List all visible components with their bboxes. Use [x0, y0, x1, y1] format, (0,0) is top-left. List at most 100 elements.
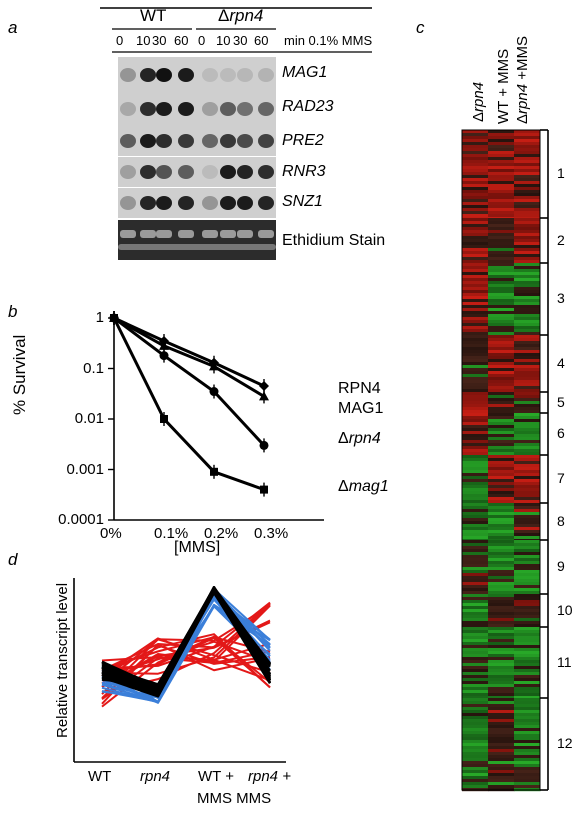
heatmap-cell [514, 175, 541, 179]
heatmap-cell [488, 431, 515, 435]
heatmap-cell [514, 308, 541, 312]
cluster-label: 9 [557, 558, 565, 574]
heatmap-cell [488, 184, 515, 188]
heatmap-cell [488, 494, 515, 498]
heatmap-cell [462, 633, 489, 637]
heatmap-cell [462, 359, 489, 363]
blot-strip [118, 157, 276, 187]
heatmap-cell [462, 317, 489, 321]
heatmap-cell [514, 573, 541, 577]
heatmap-cell [462, 416, 489, 420]
heatmap-cell [514, 716, 541, 720]
data-point [260, 485, 268, 494]
heatmap-cell [462, 284, 489, 288]
cluster-label: 2 [557, 231, 565, 248]
heatmap-cell [462, 773, 489, 777]
heatmap-cell [488, 437, 515, 441]
heatmap-cell [462, 148, 489, 152]
heatmap-cell [514, 208, 541, 212]
profile-x-tick-rpn4-mms: rpn4 + [248, 768, 291, 785]
heatmap-cell [462, 497, 489, 501]
heatmap-cell [462, 257, 489, 261]
blot-band [178, 196, 194, 210]
heatmap-cell [488, 401, 515, 405]
blot-band [156, 134, 172, 148]
heatmap-cell [514, 410, 541, 414]
heatmap-cell [514, 755, 541, 759]
heatmap-cell [514, 494, 541, 498]
heatmap-cell [488, 770, 515, 774]
heatmap-cell [462, 326, 489, 330]
rrna-band [118, 244, 276, 250]
gene-label-mag1: MAG1 [282, 64, 328, 81]
heatmap-cell [462, 651, 489, 655]
heatmap-cell [514, 482, 541, 486]
heatmap-cell [488, 278, 515, 282]
heatmap-cell [488, 690, 515, 694]
heatmap-cell [462, 449, 489, 453]
heatmap-cell [462, 208, 489, 212]
heatmap-cell [514, 320, 541, 324]
heatmap-cell [488, 579, 515, 583]
heatmap-cell [488, 728, 515, 732]
heatmap-cell [462, 175, 489, 179]
heatmap-cell [514, 461, 541, 465]
blot-band [202, 196, 218, 210]
data-point [209, 387, 219, 397]
heatmap-cell [514, 500, 541, 504]
heatmap-cell [462, 353, 489, 357]
heatmap-cell [514, 579, 541, 583]
lane-label: 30 [233, 33, 248, 48]
heatmap-cell [514, 365, 541, 369]
profile-line [101, 603, 271, 703]
heatmap-cell [488, 464, 515, 468]
heatmap-cell [488, 743, 515, 747]
heatmap-cell [488, 154, 515, 158]
heatmap-cell [462, 281, 489, 285]
heatmap-cell [514, 543, 541, 547]
heatmap-cell [514, 251, 541, 255]
heatmap-cell [514, 698, 541, 702]
survival-series-line [113, 316, 265, 398]
heatmap-cell [514, 549, 541, 553]
heatmap-cell [462, 278, 489, 282]
y-tick-label: 0.0001 [58, 511, 104, 528]
x-tick-label: 0% [100, 525, 122, 542]
heatmap-cell [514, 344, 541, 348]
heatmap-cell [488, 536, 515, 540]
gene-label-pre2: PRE2 [282, 132, 324, 149]
heatmap-cell [514, 570, 541, 574]
heatmap-cell [514, 407, 541, 411]
heatmap-cell [514, 187, 541, 191]
heatmap-cell [514, 564, 541, 568]
heatmap-cell [462, 536, 489, 540]
heatmap-cell [488, 564, 515, 568]
blot-band [258, 68, 274, 82]
heatmap-cell [514, 555, 541, 559]
blot-band [178, 230, 194, 238]
heatmap-cell [514, 491, 541, 495]
heatmap-cell [462, 546, 489, 550]
heatmap-cell [462, 752, 489, 756]
heatmap-cell [488, 422, 515, 426]
heatmap-cell [488, 305, 515, 309]
heatmap-cell [462, 731, 489, 735]
heatmap-cell [462, 618, 489, 622]
heatmap-cell [514, 624, 541, 628]
heatmap-cell [514, 332, 541, 336]
heatmap-cell [462, 335, 489, 339]
y-tick-label: 0.1 [83, 359, 104, 377]
heatmap-cell [488, 386, 515, 390]
heatmap-cell [514, 488, 541, 492]
heatmap-cell [514, 440, 541, 444]
blot-band [220, 134, 236, 148]
heatmap-cell [462, 287, 489, 291]
blot-band [120, 196, 136, 210]
heatmap-cell [514, 606, 541, 610]
heatmap-cell [514, 338, 541, 342]
heatmap-cell [462, 585, 489, 589]
heatmap-cell [462, 245, 489, 249]
heatmap-cell [462, 419, 489, 423]
